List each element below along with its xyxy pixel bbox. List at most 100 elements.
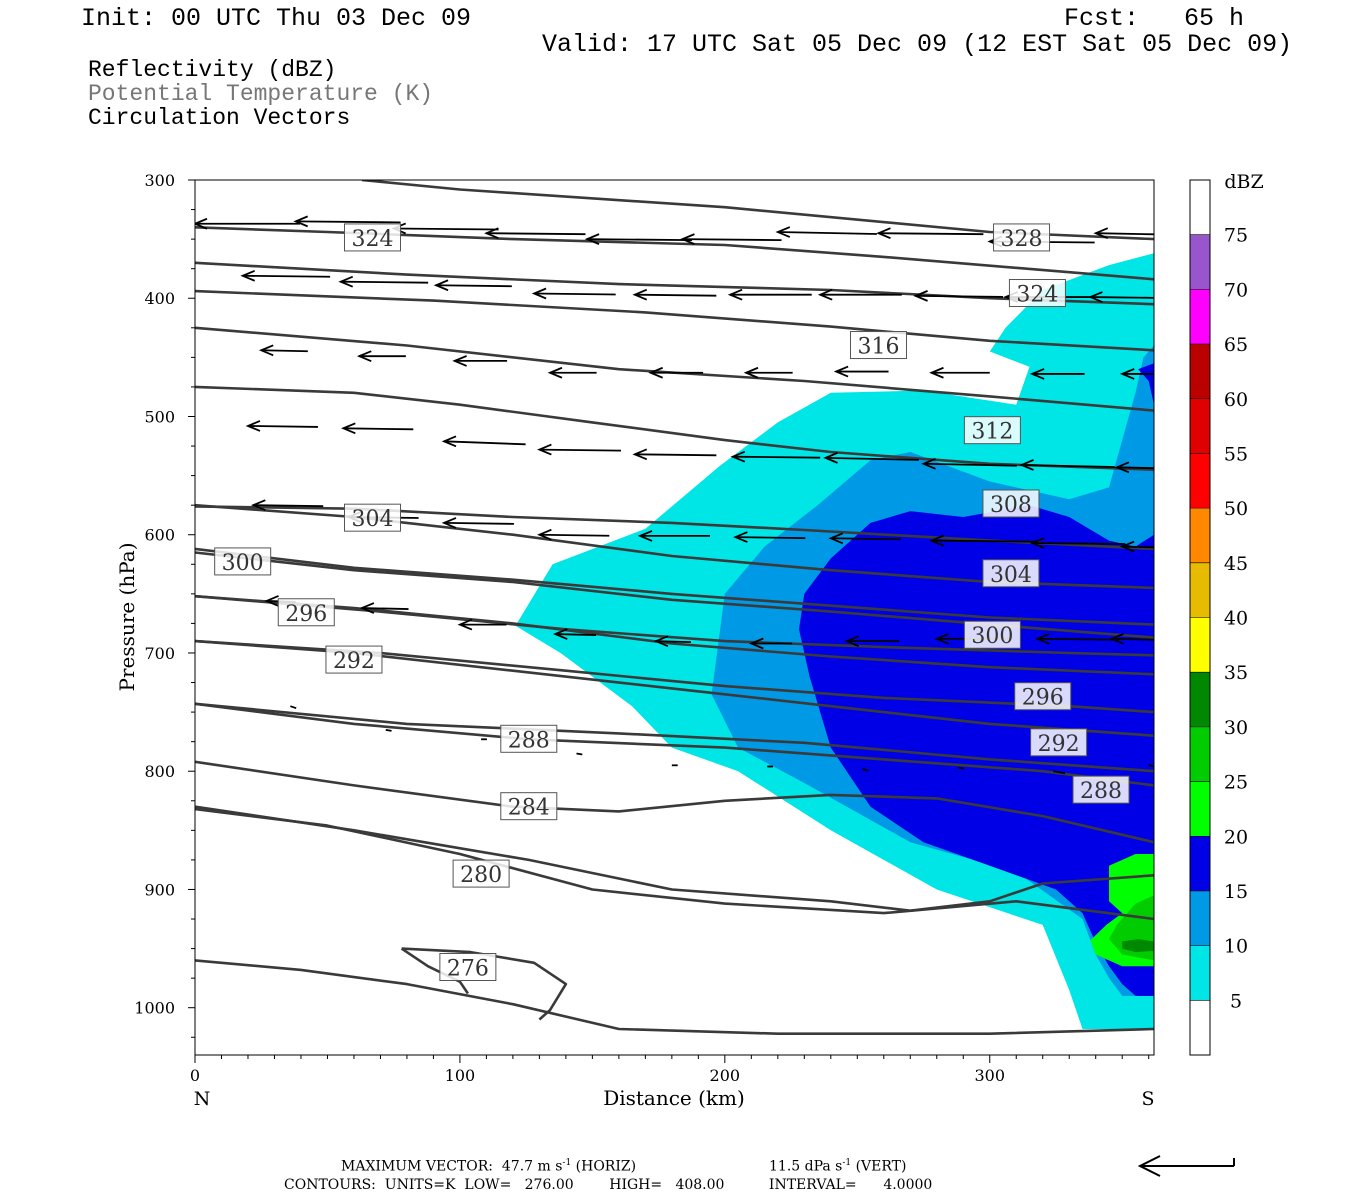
colorbar-title: dBZ [1224, 171, 1263, 193]
circulation-vector [913, 290, 1004, 302]
vector-head [748, 637, 764, 650]
vector-head [245, 420, 261, 432]
contour-label-text: 292 [333, 649, 375, 674]
vector-head [537, 528, 552, 541]
circulation-vector [537, 443, 621, 456]
vector-shaft [735, 536, 806, 539]
colorbar-box [1190, 234, 1210, 290]
contour-label-text: 300 [971, 624, 1013, 649]
vector-shaft [555, 633, 597, 636]
contour-label-box [452, 859, 510, 888]
vector-shaft [253, 504, 324, 508]
vector-head [264, 595, 279, 607]
circulation-vector [921, 457, 1017, 470]
contour-label-text: 276 [447, 957, 489, 982]
circulation-vector [250, 499, 324, 511]
vector-head [1029, 368, 1045, 380]
contour-label-text: 308 [990, 493, 1032, 518]
vector-head [727, 288, 743, 301]
vector-shaft [444, 522, 514, 525]
x-axis-label: Distance (km) [603, 1086, 745, 1110]
vector-head [833, 365, 849, 378]
vector-shaft [957, 766, 964, 770]
colorbar-box [1190, 180, 1210, 235]
vector-head [537, 443, 552, 456]
vector-shaft [655, 640, 691, 644]
vector-shaft [361, 607, 409, 610]
vector-shaft [587, 238, 692, 242]
vector-shaft [1095, 232, 1154, 236]
y-tick-label: 400 [144, 289, 175, 308]
vector-head [730, 450, 746, 463]
legend-reflectivity: Reflectivity (dBZ) [88, 57, 337, 83]
reflectivity-region-30dbz [1122, 939, 1154, 953]
max-vector-horizontal-tag: (HORIZ) [575, 1158, 637, 1175]
colorbar-box [1190, 726, 1210, 782]
circulation-vector [457, 618, 507, 631]
vector-head [823, 452, 838, 464]
vector-shaft [436, 284, 512, 288]
theta-contour-292 [195, 702, 1154, 773]
colorbar-box [1190, 398, 1210, 454]
contour-label-text: 324 [351, 227, 393, 252]
circulation-vector [632, 288, 717, 301]
vector-shaft [732, 455, 821, 459]
vector-head [929, 534, 944, 547]
vector-shaft [634, 293, 717, 297]
circulation-vector [1088, 291, 1154, 303]
colorbar-box [1190, 1000, 1210, 1055]
vector-head [433, 279, 449, 292]
circulation-vector [584, 233, 692, 245]
contour-label-296: 296 [277, 598, 335, 627]
contour-label-292: 292 [1030, 728, 1088, 757]
circulation-vector [1114, 461, 1154, 474]
vector-shaft [261, 349, 308, 353]
vector-shaft [915, 294, 1004, 298]
vector-shaft [443, 440, 526, 446]
y-tick-label: 800 [144, 762, 175, 781]
theta-contour-280 [195, 807, 1154, 921]
x-tick-label: 300 [974, 1066, 1005, 1085]
plot-frame [194, 179, 1155, 1056]
reflectivity-region-15dbz [799, 363, 1154, 996]
vector-shaft [682, 238, 782, 242]
circulation-vector [452, 355, 508, 367]
contour-label-box [1030, 728, 1088, 757]
vector-shaft [343, 427, 414, 431]
colorbar-box [1190, 836, 1210, 891]
theta-contour-304 [195, 547, 1154, 626]
circulation-vector [817, 288, 902, 301]
vector-head [653, 635, 669, 647]
contour-label-box [982, 489, 1040, 518]
vector-shaft [777, 231, 877, 235]
colorbar-label: 50 [1224, 498, 1248, 520]
theta-contour-324 [195, 226, 1154, 281]
circulation-vector [537, 528, 610, 541]
vector-head [1088, 291, 1103, 303]
contour-label-box [500, 724, 558, 753]
contour-label-text: 296 [1022, 686, 1064, 711]
vector-shaft [1053, 770, 1066, 775]
colorbar-label: 15 [1224, 881, 1248, 903]
y-tick-label: 1000 [134, 999, 175, 1018]
contour-label-276: 276 [439, 953, 497, 982]
contour-label-text: 304 [351, 507, 393, 532]
circulation-vector [957, 766, 964, 770]
contour-label-300: 300 [963, 620, 1021, 649]
circulation-vector [743, 366, 793, 379]
forecast-hour: Fcst: 65 h [1064, 4, 1245, 33]
colorbar: 5 10 15 20 25 30 35 40 45 50 55 60 65 70 75 [1189, 179, 1248, 1056]
vector-head [293, 215, 309, 228]
contour-label-304: 304 [343, 503, 401, 532]
vector-shaft [486, 232, 586, 236]
vector-head [356, 350, 372, 363]
y-axis-label: Pressure (hPa) [115, 543, 139, 692]
vector-head [648, 366, 664, 379]
x-tick-label: 100 [445, 1066, 476, 1085]
max-vector-vertical-note: 11.5 dPa s-1 (VERT) [769, 1159, 906, 1174]
circulation-vector [828, 532, 901, 545]
vector-shaft [576, 752, 583, 756]
contour-label-box [963, 620, 1021, 649]
vector-head [844, 635, 860, 647]
theta-contour-316 [195, 326, 1154, 412]
